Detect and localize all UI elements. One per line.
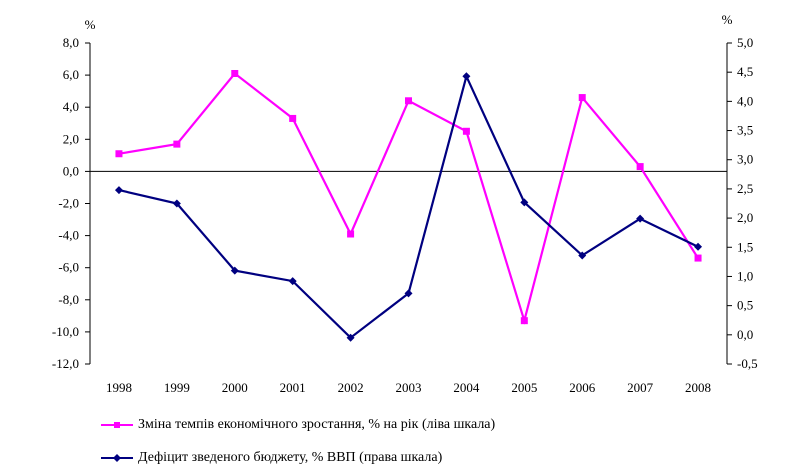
series-point-0 [231, 69, 239, 77]
x-tick-label: 2004 [453, 380, 480, 395]
left-tick-label: 4,0 [63, 99, 79, 114]
series-point-1 [230, 266, 239, 275]
series-point-1 [520, 198, 529, 207]
series-point-1 [114, 186, 123, 195]
left-tick-label: -2,0 [58, 196, 79, 211]
left-axis-unit: % [85, 17, 96, 32]
series-point-0 [520, 317, 528, 325]
left-tick-label: -8,0 [58, 292, 79, 307]
legend-label-growth: Зміна темпів економічного зростання, % н… [138, 416, 496, 432]
right-tick-label: 0,0 [737, 327, 753, 342]
right-axis-unit: % [722, 12, 733, 27]
right-tick-label: 4,5 [737, 64, 753, 79]
series-point-1 [288, 277, 297, 286]
x-tick-label: 2002 [338, 380, 364, 395]
legend-swatch-deficit [101, 453, 133, 462]
x-tick-label: 2005 [511, 380, 537, 395]
series-point-1 [578, 251, 587, 260]
x-tick-label: 2001 [280, 380, 306, 395]
series-point-0 [115, 150, 123, 158]
left-tick-label: -12,0 [52, 356, 79, 371]
left-tick-label: 8,0 [63, 35, 79, 50]
left-tick-label: -4,0 [58, 228, 79, 243]
x-tick-label: 2007 [627, 380, 654, 395]
right-tick-label: 1,0 [737, 268, 753, 283]
right-tick-label: 5,0 [737, 35, 753, 50]
series-point-1 [172, 199, 181, 208]
right-tick-label: 3,5 [737, 123, 753, 138]
right-tick-label: 1,5 [737, 239, 753, 254]
x-tick-label: 2003 [396, 380, 422, 395]
series-point-1 [346, 333, 355, 342]
series-point-0 [347, 230, 355, 238]
right-tick-label: 4,0 [737, 93, 753, 108]
x-tick-label: 1999 [164, 380, 190, 395]
x-tick-label: 2008 [685, 380, 711, 395]
series-line-0 [118, 71, 699, 325]
legend: Зміна темпів економічного зростання, % н… [100, 408, 495, 474]
left-tick-label: 0,0 [63, 163, 79, 178]
right-tick-label: 2,0 [737, 210, 753, 225]
left-tick-label: 2,0 [63, 131, 79, 146]
series-point-1 [694, 242, 703, 251]
left-tick-label: -6,0 [58, 260, 79, 275]
left-tick-label: 6,0 [63, 67, 79, 82]
series-point-0 [694, 254, 702, 262]
series-point-0 [289, 114, 297, 122]
series-point-0 [462, 127, 470, 135]
series-point-1 [462, 72, 471, 81]
right-tick-label: 3,0 [737, 152, 753, 167]
legend-swatch-growth [101, 421, 133, 428]
right-tick-label: 2,5 [737, 181, 753, 196]
right-tick-label: -0,5 [737, 356, 758, 371]
series-point-1 [404, 289, 413, 298]
legend-item-growth: Зміна темпів економічного зростання, % н… [100, 408, 495, 441]
x-tick-label: 2006 [569, 380, 596, 395]
series-point-0 [173, 140, 181, 148]
legend-label-deficit: Дефіцит зведеного бюджету, % ВВП (права … [138, 449, 443, 465]
x-tick-label: 1998 [106, 380, 132, 395]
x-tick-label: 2000 [222, 380, 248, 395]
series-point-1 [636, 214, 645, 223]
right-tick-label: 0,5 [737, 298, 753, 313]
series-point-0 [578, 94, 586, 102]
series-point-0 [405, 97, 412, 105]
series-line-1 [118, 73, 699, 340]
series-point-0 [636, 163, 644, 171]
left-tick-label: -10,0 [52, 324, 79, 339]
legend-item-deficit: Дефіцит зведеного бюджету, % ВВП (права … [100, 441, 495, 474]
